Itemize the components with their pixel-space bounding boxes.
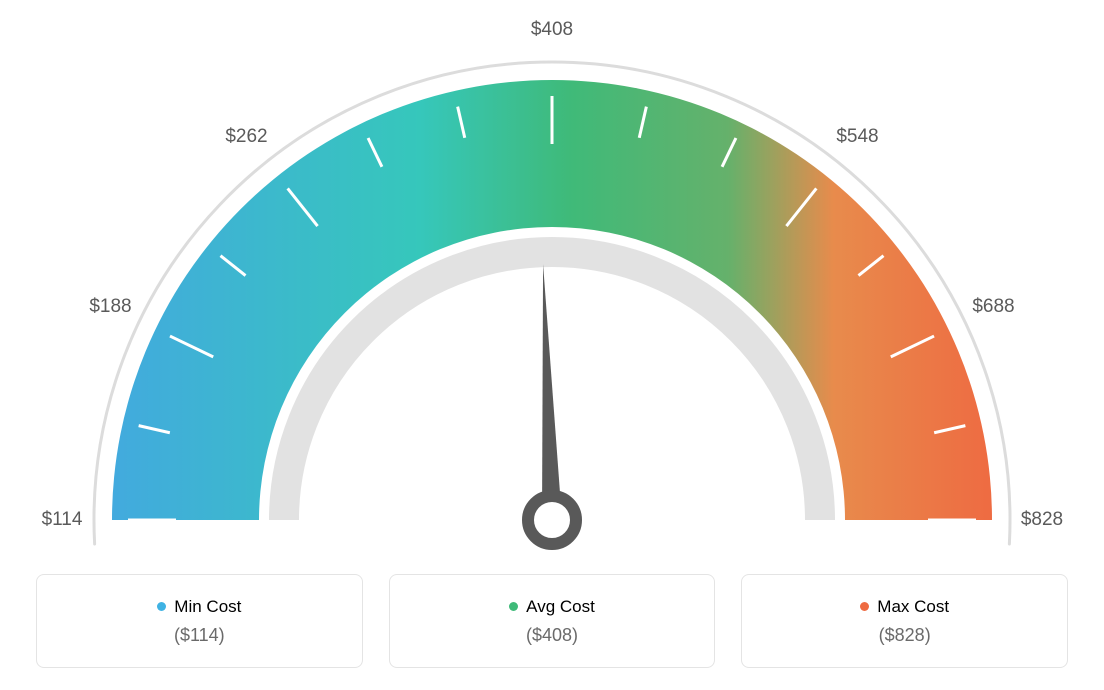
dot-icon <box>860 602 869 611</box>
gauge-tick-label: $688 <box>972 296 1014 318</box>
gauge-tick-label: $262 <box>225 126 267 148</box>
gauge-svg <box>0 0 1104 560</box>
dot-icon <box>509 602 518 611</box>
card-max-cost: Max Cost ($828) <box>741 574 1068 668</box>
gauge-chart-container: $114 $188 $262 $408 $548 $688 $828 Min Cost ($… <box>0 0 1104 690</box>
dot-icon <box>157 602 166 611</box>
gauge-tick-label: $114 <box>42 509 83 531</box>
card-min-value: ($114) <box>174 625 225 646</box>
gauge-tick-label: $548 <box>836 126 878 148</box>
gauge-tick-label: $828 <box>1021 509 1063 531</box>
card-max-label: Max Cost <box>877 597 949 617</box>
gauge-tick-label: $408 <box>531 19 573 41</box>
card-avg-cost: Avg Cost ($408) <box>389 574 716 668</box>
card-max-title: Max Cost <box>860 597 949 617</box>
card-avg-label: Avg Cost <box>526 597 595 617</box>
card-avg-title: Avg Cost <box>509 597 595 617</box>
card-min-label: Min Cost <box>174 597 241 617</box>
card-min-title: Min Cost <box>157 597 241 617</box>
legend-cards: Min Cost ($114) Avg Cost ($408) Max Cost… <box>0 574 1104 668</box>
card-min-cost: Min Cost ($114) <box>36 574 363 668</box>
gauge-area: $114 $188 $262 $408 $548 $688 $828 <box>0 0 1104 560</box>
gauge-tick-label: $188 <box>89 296 131 318</box>
card-max-value: ($828) <box>879 625 931 646</box>
card-avg-value: ($408) <box>526 625 578 646</box>
